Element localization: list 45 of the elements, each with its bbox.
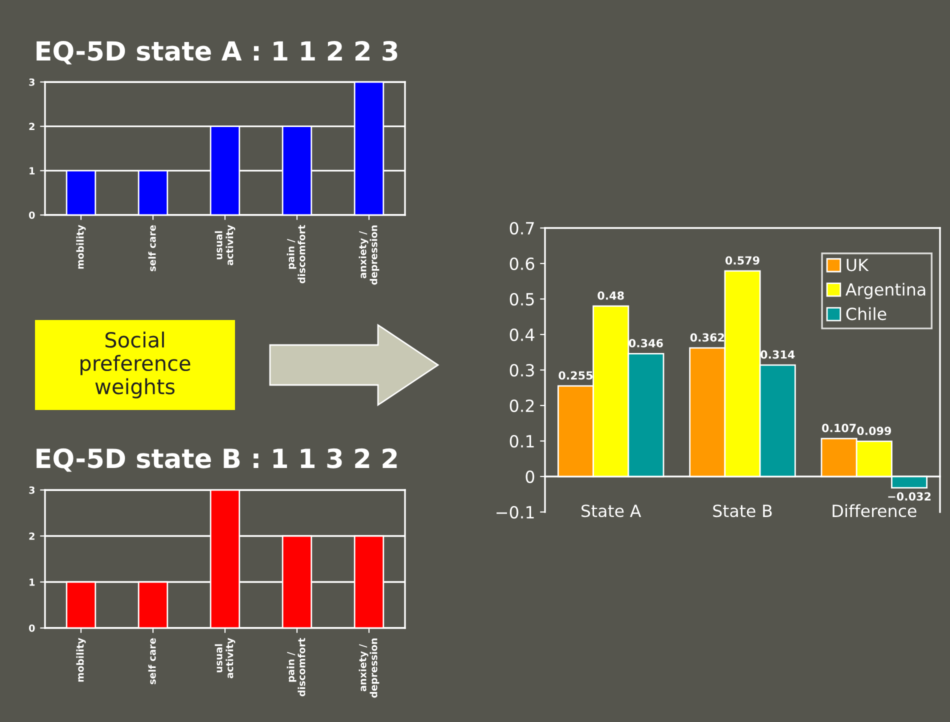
data-label: 0.107 [822, 424, 856, 432]
x-tick-label: self care [148, 225, 156, 272]
x-tick-label: pain / discomfort [286, 638, 306, 696]
chart-title: EQ-5D state B : 1 1 3 2 2 [36, 448, 397, 472]
data-label: 0.48 [598, 291, 624, 300]
y-tick-label: 0.3 [510, 364, 534, 377]
y-tick-label: 0.5 [510, 292, 534, 306]
x-tick-label: usual activity [214, 224, 236, 266]
legend-label: Argentina [845, 282, 926, 299]
y-tick-label: 0.1 [510, 434, 534, 448]
x-tick-label: pain / discomfort [286, 224, 306, 284]
x-tick-label: self care [148, 638, 156, 684]
y-tick-label: 0.6 [510, 257, 534, 270]
legend-label: Chile [846, 307, 886, 320]
y-tick-label: 0 [28, 211, 35, 219]
x-tick-label: usual activity [214, 638, 236, 678]
data-label: 0.099 [857, 426, 892, 436]
x-tick-label: anxiety / depression [358, 225, 380, 285]
x-tick-label: State B [713, 504, 772, 518]
data-label: 0.362 [690, 333, 724, 342]
y-tick-label: 2 [29, 122, 34, 130]
y-tick-label: 0.4 [510, 328, 534, 342]
data-label: 0.255 [558, 371, 593, 380]
y-tick-label: 0 [28, 624, 35, 632]
y-tick-label: 3 [29, 486, 35, 494]
x-tick-label: State A [582, 504, 642, 518]
data-label: 0.579 [725, 256, 760, 265]
x-tick-label: anxiety / depression [358, 638, 380, 698]
y-tick-label: −0.1 [496, 506, 534, 519]
x-tick-label: mobility [76, 224, 86, 269]
y-tick-label: 3 [29, 78, 35, 86]
y-tick-label: 1 [30, 578, 35, 586]
text: Social preference weights [80, 332, 190, 398]
y-tick-label: 2 [29, 532, 34, 540]
legend-label: UK [846, 258, 869, 272]
y-tick-label: 0.7 [510, 222, 534, 235]
y-tick-label: 0 [526, 470, 534, 484]
y-tick-label: 0.2 [510, 399, 534, 412]
data-label: 0.346 [628, 338, 663, 348]
chart-title: EQ-5D state A : 1 1 2 2 3 [36, 40, 398, 64]
x-tick-label: mobility [76, 638, 86, 682]
data-label: −0.032 [888, 492, 931, 501]
y-tick-label: 1 [30, 167, 35, 174]
x-tick-label: Difference [832, 504, 916, 518]
data-label: 0.314 [760, 350, 795, 359]
